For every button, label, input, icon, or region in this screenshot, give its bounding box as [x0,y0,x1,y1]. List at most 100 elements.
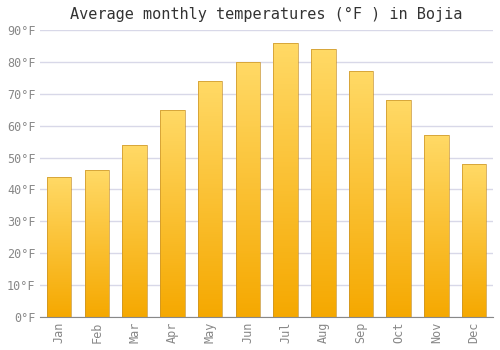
Bar [160,240,184,241]
Bar [160,250,184,251]
Bar [462,271,486,272]
Bar [274,85,298,87]
Bar [348,92,374,93]
Bar [348,73,374,74]
Bar [236,307,260,308]
Bar [311,234,336,235]
Bar [198,153,222,154]
Bar [122,274,147,275]
Bar [122,270,147,271]
Bar [236,277,260,279]
Bar [122,301,147,302]
Bar [386,107,411,108]
Bar [122,307,147,308]
Bar [462,202,486,203]
Bar [311,139,336,140]
Bar [348,289,374,290]
Bar [424,306,448,307]
Bar [84,273,109,274]
Bar [160,187,184,188]
Bar [348,316,374,317]
Bar [47,183,72,184]
Bar [424,201,448,202]
Bar [462,201,486,202]
Bar [311,99,336,100]
Bar [198,298,222,299]
Bar [462,310,486,311]
Bar [160,156,184,158]
Bar [236,290,260,291]
Bar [47,210,72,211]
Bar [386,193,411,194]
Bar [462,264,486,265]
Bar [198,245,222,246]
Bar [236,262,260,263]
Bar [274,83,298,84]
Bar [348,246,374,247]
Bar [311,247,336,248]
Bar [424,154,448,155]
Bar [47,241,72,242]
Bar [84,186,109,187]
Bar [311,186,336,187]
Bar [462,292,486,293]
Bar [348,184,374,186]
Bar [462,298,486,299]
Bar [198,189,222,191]
Bar [160,314,184,315]
Bar [160,261,184,262]
Bar [47,219,72,220]
Bar [462,262,486,263]
Bar [160,185,184,186]
Bar [348,123,374,124]
Bar [84,296,109,297]
Bar [236,281,260,282]
Bar [311,156,336,158]
Bar [47,192,72,193]
Bar [122,234,147,235]
Bar [311,271,336,273]
Bar [122,276,147,277]
Bar [160,197,184,198]
Bar [47,316,72,317]
Bar [160,304,184,306]
Bar [462,308,486,309]
Bar [274,47,298,48]
Bar [274,261,298,262]
Bar [274,91,298,92]
Bar [462,246,486,247]
Bar [311,125,336,127]
Bar [462,290,486,291]
Bar [160,293,184,294]
Bar [274,204,298,206]
Bar [122,215,147,216]
Bar [198,140,222,141]
Bar [198,212,222,213]
Bar [311,170,336,171]
Bar [122,266,147,267]
Bar [462,169,486,170]
Bar [47,267,72,268]
Bar [274,136,298,137]
Bar [424,179,448,180]
Bar [198,150,222,152]
Bar [198,111,222,112]
Bar [160,237,184,238]
Bar [462,234,486,235]
Bar [424,313,448,314]
Bar [84,205,109,206]
Bar [462,302,486,303]
Bar [274,252,298,254]
Bar [311,135,336,136]
Bar [274,287,298,288]
Bar [274,104,298,106]
Bar [311,273,336,274]
Bar [424,209,448,210]
Bar [311,91,336,92]
Bar [198,162,222,163]
Bar [84,311,109,312]
Bar [348,291,374,292]
Bar [274,146,298,147]
Bar [348,119,374,120]
Bar [311,220,336,222]
